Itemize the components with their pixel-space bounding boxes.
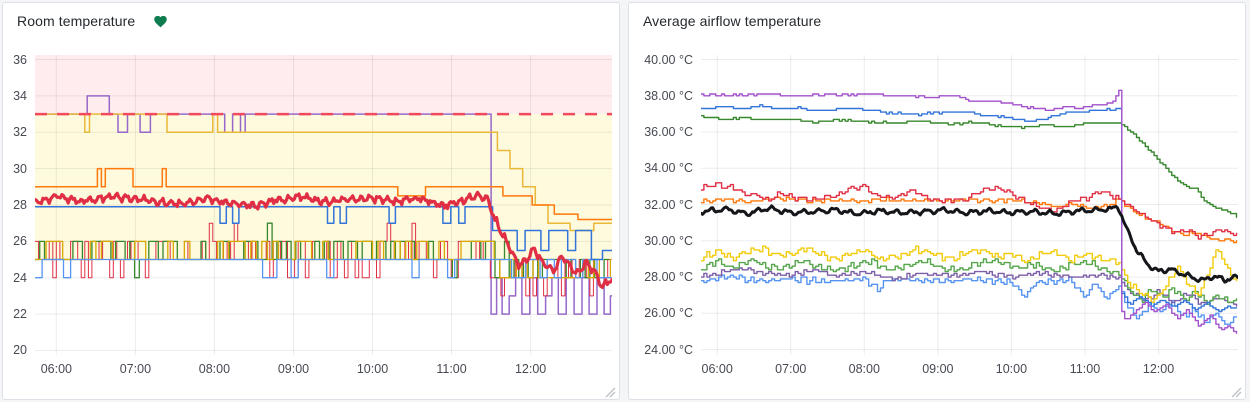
panel-header: Average airflow temperature <box>629 3 1245 39</box>
series-red-line <box>701 182 1238 240</box>
x-tick-label: 07:00 <box>119 362 152 376</box>
y-tick-label: 30 <box>13 161 27 176</box>
y-tick-label: 38.00 °C <box>644 88 693 103</box>
y-tick-label: 34 <box>13 88 27 103</box>
y-tick-label: 24 <box>13 270 27 285</box>
x-tick-label: 09:00 <box>277 362 310 376</box>
x-tick-label: 10:00 <box>995 362 1028 376</box>
y-tick-label: 40.00 °C <box>644 52 693 67</box>
panel-title[interactable]: Room temperature <box>17 13 136 29</box>
y-tick-label: 32.00 °C <box>644 197 693 212</box>
y-tick-label: 28.00 °C <box>644 270 693 285</box>
series-blue-line <box>701 104 1238 313</box>
series-purple-line <box>701 89 1238 334</box>
y-tick-label: 36.00 °C <box>644 125 693 140</box>
x-tick-label: 11:00 <box>1069 362 1101 376</box>
series-green-line <box>701 258 1238 305</box>
x-tick-label: 06:00 <box>40 362 72 376</box>
series-red-bold-line <box>35 190 612 289</box>
resize-grip-icon <box>605 387 616 398</box>
y-tick-label: 32 <box>13 125 27 140</box>
plot-canvas[interactable] <box>35 55 612 355</box>
panel-title[interactable]: Average airflow temperature <box>643 13 822 29</box>
y-tick-label: 26.00 °C <box>644 306 693 321</box>
y-tick-label: 26 <box>13 234 27 249</box>
room-temperature-chart[interactable]: 20 22 24 26 28 30 32 34 36 06:00 07:00 08:00 09:00 10… <box>3 39 619 395</box>
series-violet-line <box>701 267 1238 307</box>
resize-handle[interactable] <box>1231 385 1242 398</box>
panel-room-temperature: Room temperature 20 22 24 26 28 30 32 34 36 06:00… <box>2 2 620 400</box>
series-black-bold-line <box>701 204 1238 284</box>
x-tick-label: 07:00 <box>775 362 807 376</box>
resize-handle[interactable] <box>605 385 616 398</box>
panel-average-airflow-temperature: Average airflow temperature 24.00 °C 26.0… <box>628 2 1246 400</box>
series-purple-line <box>35 95 612 315</box>
average-airflow-temperature-chart[interactable]: 24.00 °C 26.00 °C 28.00 °C 30.00 °C 32.00 °C… <box>629 39 1245 395</box>
heart-icon-glyph <box>154 15 168 27</box>
y-tick-label: 34.00 °C <box>644 161 693 176</box>
y-tick-label: 30.00 °C <box>644 233 693 248</box>
series-orange-line <box>35 167 612 221</box>
x-tick-label: 08:00 <box>198 362 231 376</box>
plot-canvas[interactable] <box>701 55 1238 355</box>
series-yellow-line <box>701 245 1238 304</box>
x-tick-label: 08:00 <box>848 362 880 376</box>
x-tick-label: 12:00 <box>1142 362 1175 376</box>
series-dark-green-line <box>701 115 1238 218</box>
series-light-blue-line <box>701 274 1238 325</box>
x-tick-label: 11:00 <box>436 362 467 376</box>
resize-grip-icon <box>1231 387 1242 398</box>
series-blue-line <box>35 206 612 261</box>
heart-icon[interactable] <box>153 14 168 29</box>
y-tick-label: 20 <box>13 343 27 358</box>
series-light-blue-line <box>35 258 612 279</box>
x-tick-label: 12:00 <box>514 362 547 376</box>
y-tick-label: 24.00 °C <box>644 342 693 357</box>
x-tick-label: 06:00 <box>701 362 733 376</box>
y-tick-label: 36 <box>13 52 27 67</box>
x-tick-label: 09:00 <box>922 362 954 376</box>
panel-header: Room temperature <box>3 3 619 39</box>
threshold-zone <box>35 55 612 115</box>
y-tick-label: 28 <box>13 198 27 212</box>
x-tick-label: 10:00 <box>356 362 389 376</box>
y-tick-label: 22 <box>13 307 27 322</box>
